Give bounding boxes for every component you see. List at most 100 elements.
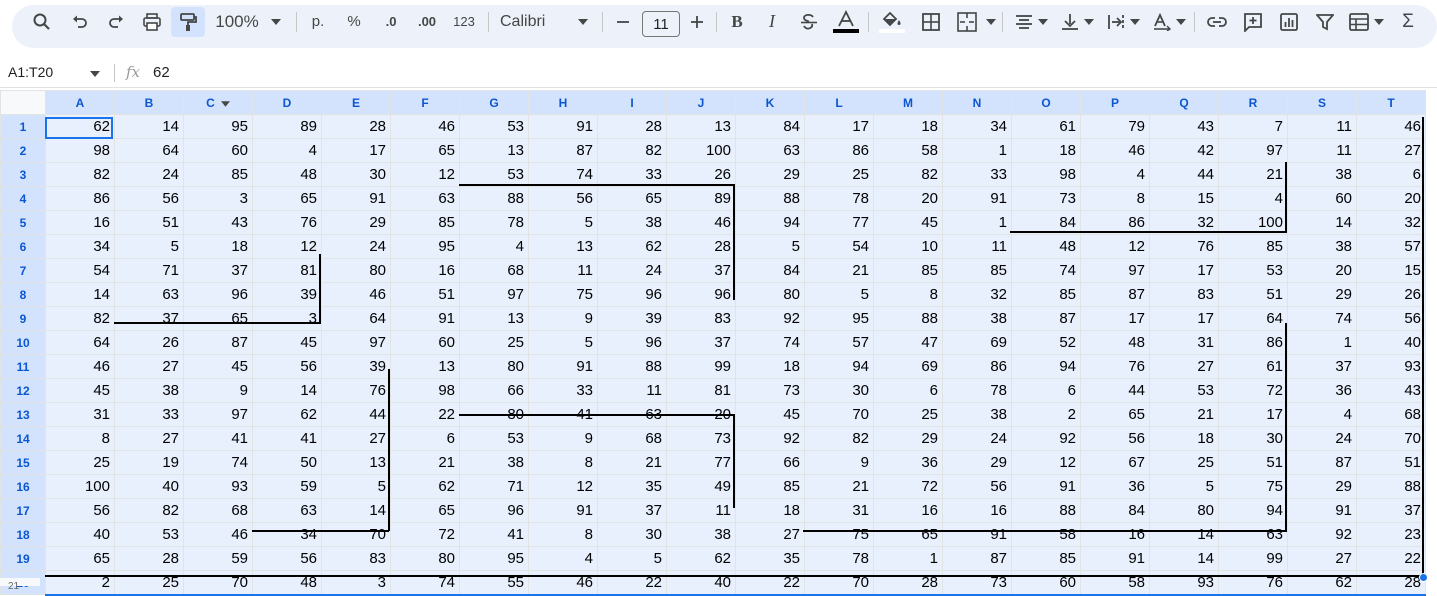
cell-k18[interactable]: 27 [735, 522, 805, 547]
cell-f3[interactable]: 12 [390, 162, 460, 187]
insert-comment-icon[interactable] [1241, 0, 1265, 43]
cell-h16[interactable]: 12 [528, 474, 598, 499]
cell-p5[interactable]: 86 [1080, 210, 1150, 235]
cell-q7[interactable]: 17 [1149, 258, 1219, 283]
cell-f4[interactable]: 63 [390, 186, 460, 211]
column-header-i[interactable]: I [597, 90, 667, 115]
cell-f5[interactable]: 85 [390, 210, 460, 235]
column-header-h[interactable]: H [528, 90, 598, 115]
cell-d4[interactable]: 65 [252, 186, 322, 211]
cell-o4[interactable]: 73 [1011, 186, 1081, 211]
cell-c15[interactable]: 74 [183, 450, 253, 475]
cell-k15[interactable]: 66 [735, 450, 805, 475]
cell-i1[interactable]: 28 [597, 114, 667, 139]
column-header-p[interactable]: P [1080, 90, 1150, 115]
cell-l1[interactable]: 17 [804, 114, 874, 139]
cell-s15[interactable]: 87 [1287, 450, 1357, 475]
cell-l14[interactable]: 82 [804, 426, 874, 451]
merge-cells-icon[interactable] [955, 0, 979, 43]
cell-d11[interactable]: 56 [252, 354, 322, 379]
cell-k19[interactable]: 35 [735, 546, 805, 571]
cell-t10[interactable]: 40 [1356, 330, 1426, 355]
cell-d15[interactable]: 50 [252, 450, 322, 475]
cell-b14[interactable]: 27 [114, 426, 184, 451]
cell-e1[interactable]: 28 [321, 114, 391, 139]
cell-l7[interactable]: 21 [804, 258, 874, 283]
cell-j15[interactable]: 77 [666, 450, 736, 475]
column-header-o[interactable]: O [1011, 90, 1081, 115]
cell-p9[interactable]: 17 [1080, 306, 1150, 331]
zoom-dropdown-icon[interactable] [268, 0, 284, 43]
cell-j7[interactable]: 37 [666, 258, 736, 283]
cell-j2[interactable]: 100 [666, 138, 736, 163]
cell-n10[interactable]: 69 [942, 330, 1012, 355]
undo-icon[interactable] [68, 0, 92, 43]
cell-q15[interactable]: 25 [1149, 450, 1219, 475]
cell-s1[interactable]: 11 [1287, 114, 1357, 139]
cell-l15[interactable]: 9 [804, 450, 874, 475]
cell-m6[interactable]: 10 [873, 234, 943, 259]
cell-t1[interactable]: 46 [1356, 114, 1426, 139]
cell-p11[interactable]: 76 [1080, 354, 1150, 379]
cell-s3[interactable]: 38 [1287, 162, 1357, 187]
cell-i6[interactable]: 62 [597, 234, 667, 259]
cell-c13[interactable]: 97 [183, 402, 253, 427]
cell-o15[interactable]: 12 [1011, 450, 1081, 475]
cell-n8[interactable]: 32 [942, 282, 1012, 307]
cell-a7[interactable]: 54 [45, 258, 115, 283]
cell-n9[interactable]: 38 [942, 306, 1012, 331]
cell-e15[interactable]: 13 [321, 450, 391, 475]
cell-i11[interactable]: 88 [597, 354, 667, 379]
column-header-m[interactable]: M [873, 90, 943, 115]
bold-icon[interactable]: B [731, 11, 743, 31]
cell-m3[interactable]: 82 [873, 162, 943, 187]
cell-d12[interactable]: 14 [252, 378, 322, 403]
cell-t2[interactable]: 27 [1356, 138, 1426, 163]
column-header-b[interactable]: B [114, 90, 184, 115]
cell-c2[interactable]: 60 [183, 138, 253, 163]
cell-r4[interactable]: 4 [1218, 186, 1288, 211]
cell-t17[interactable]: 37 [1356, 498, 1426, 523]
cell-a12[interactable]: 45 [45, 378, 115, 403]
cell-e18[interactable]: 70 [321, 522, 391, 547]
cell-e13[interactable]: 44 [321, 402, 391, 427]
cell-s11[interactable]: 37 [1287, 354, 1357, 379]
cell-c4[interactable]: 3 [183, 186, 253, 211]
row-header[interactable]: 17 [0, 498, 46, 523]
cell-b4[interactable]: 56 [114, 186, 184, 211]
cell-t14[interactable]: 70 [1356, 426, 1426, 451]
cell-r10[interactable]: 86 [1218, 330, 1288, 355]
cell-i10[interactable]: 96 [597, 330, 667, 355]
cell-j4[interactable]: 89 [666, 186, 736, 211]
cell-d18[interactable]: 34 [252, 522, 322, 547]
insert-chart-icon[interactable] [1277, 0, 1301, 43]
cell-q2[interactable]: 42 [1149, 138, 1219, 163]
cell-q9[interactable]: 17 [1149, 306, 1219, 331]
cell-f19[interactable]: 80 [390, 546, 460, 571]
cell-r7[interactable]: 53 [1218, 258, 1288, 283]
cell-e17[interactable]: 14 [321, 498, 391, 523]
cell-s18[interactable]: 92 [1287, 522, 1357, 547]
cell-h3[interactable]: 74 [528, 162, 598, 187]
cell-c17[interactable]: 68 [183, 498, 253, 523]
cell-t13[interactable]: 68 [1356, 402, 1426, 427]
cell-c7[interactable]: 37 [183, 258, 253, 283]
cell-i9[interactable]: 39 [597, 306, 667, 331]
cell-g1[interactable]: 53 [459, 114, 529, 139]
cell-m12[interactable]: 6 [873, 378, 943, 403]
cell-g4[interactable]: 88 [459, 186, 529, 211]
cell-a8[interactable]: 14 [45, 282, 115, 307]
cell-h5[interactable]: 5 [528, 210, 598, 235]
cell-s13[interactable]: 4 [1287, 402, 1357, 427]
cell-r15[interactable]: 51 [1218, 450, 1288, 475]
cell-l5[interactable]: 77 [804, 210, 874, 235]
cell-c8[interactable]: 96 [183, 282, 253, 307]
cell-p7[interactable]: 97 [1080, 258, 1150, 283]
cell-j3[interactable]: 26 [666, 162, 736, 187]
cell-o13[interactable]: 2 [1011, 402, 1081, 427]
cell-i3[interactable]: 33 [597, 162, 667, 187]
cell-f14[interactable]: 6 [390, 426, 460, 451]
column-header-j[interactable]: J [666, 90, 736, 115]
cell-f8[interactable]: 51 [390, 282, 460, 307]
